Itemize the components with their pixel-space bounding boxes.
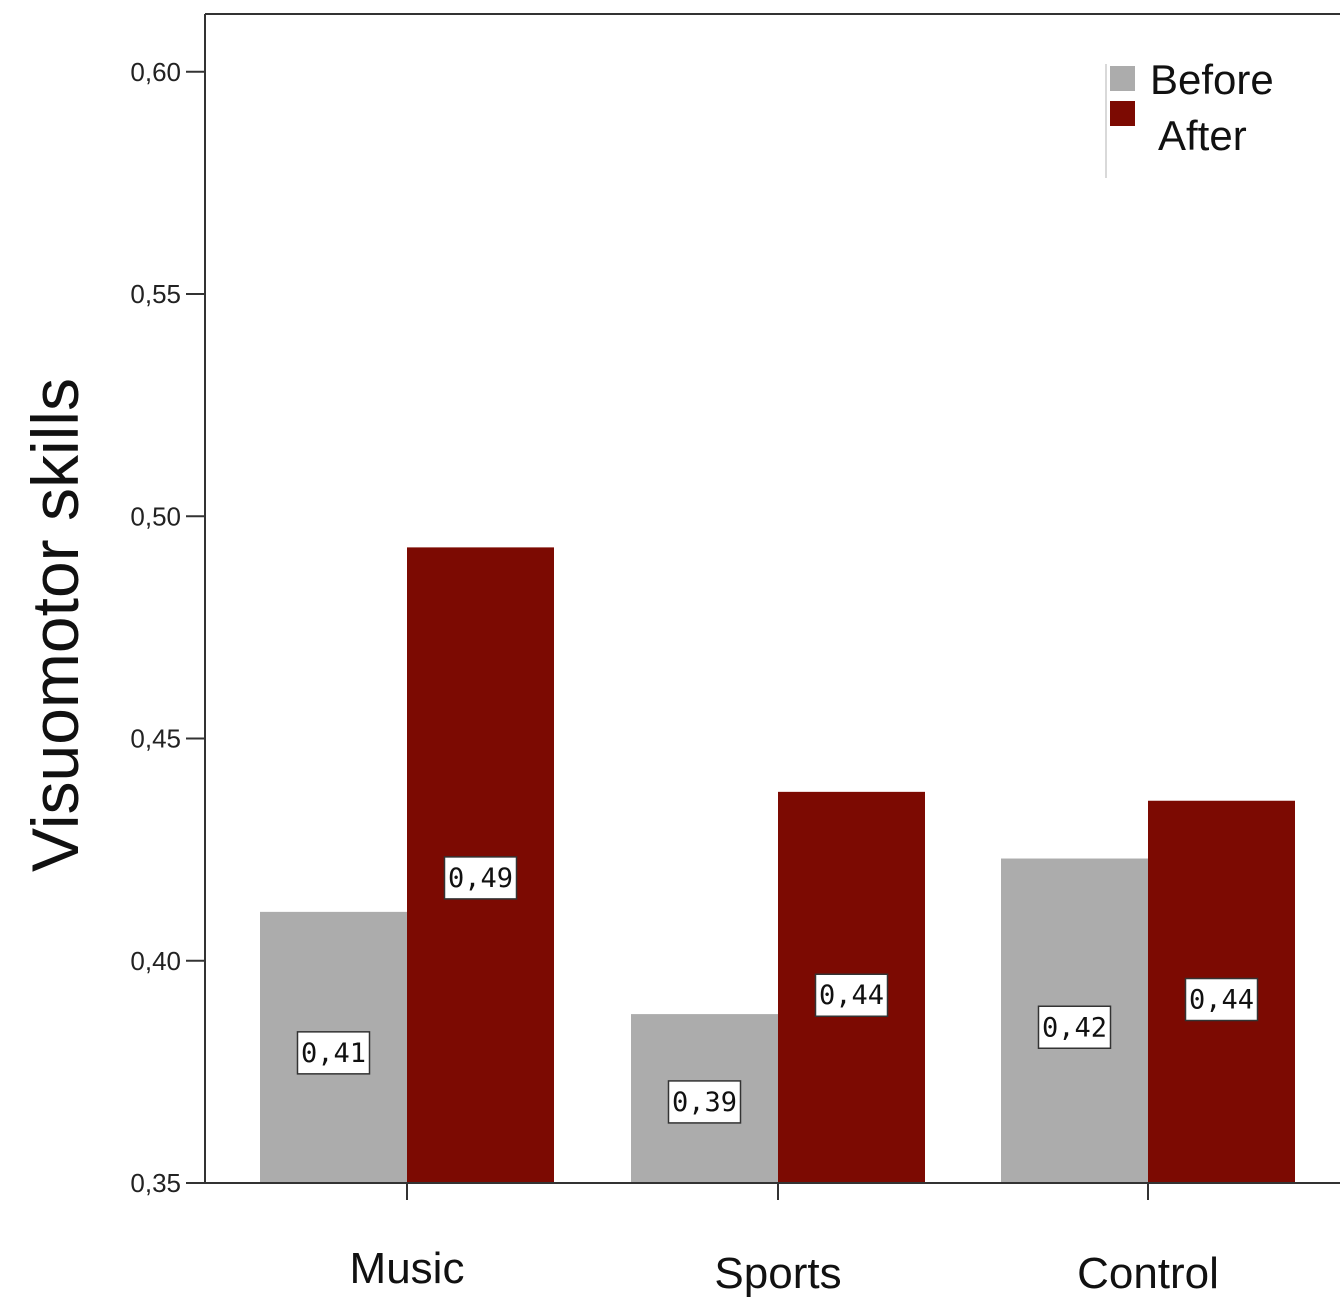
legend-label-before: Before <box>1150 56 1274 103</box>
value-label-before-sports: 0,39 <box>672 1087 737 1118</box>
value-label-box <box>443 856 518 900</box>
category-label-control: Control <box>1077 1249 1219 1298</box>
y-axis-title: Visuomotor skills <box>18 378 92 872</box>
y-axis-ticks: 0,35 0,40 0,45 0,50 0,55 0,60 <box>130 57 205 1198</box>
value-label-before-control: 0,42 <box>1042 1012 1107 1043</box>
value-label-after-sports: 0,44 <box>819 980 884 1011</box>
x-axis-ticks: Music Sports Control <box>350 1183 1219 1298</box>
category-label-music: Music <box>350 1244 465 1293</box>
y-tick-label: 0,55 <box>130 279 181 309</box>
legend-swatch-after <box>1110 101 1135 126</box>
value-label-box <box>1184 977 1259 1022</box>
value-label-box <box>667 1080 742 1124</box>
y-tick-label: 0,35 <box>130 1168 181 1198</box>
category-label-sports: Sports <box>714 1249 841 1298</box>
value-label-box <box>296 1031 371 1075</box>
y-tick-label: 0,50 <box>130 501 181 531</box>
y-tick-label: 0,60 <box>130 57 181 87</box>
y-tick-label: 0,45 <box>130 724 181 754</box>
y-tick-label: 0,40 <box>130 946 181 976</box>
value-label-box <box>1037 1005 1112 1050</box>
legend-label-after: After <box>1158 112 1247 159</box>
bars <box>260 547 1295 1183</box>
value-label-after-control: 0,44 <box>1189 985 1254 1016</box>
legend-swatch-before <box>1110 66 1135 91</box>
value-label-before-music: 0,41 <box>301 1038 366 1069</box>
value-label-box <box>814 973 889 1017</box>
value-label-after-music: 0,49 <box>448 863 513 894</box>
legend: Before After <box>1105 56 1274 178</box>
value-labels: 0,41 0,49 0,39 0,44 0,42 0,44 <box>296 856 1259 1124</box>
